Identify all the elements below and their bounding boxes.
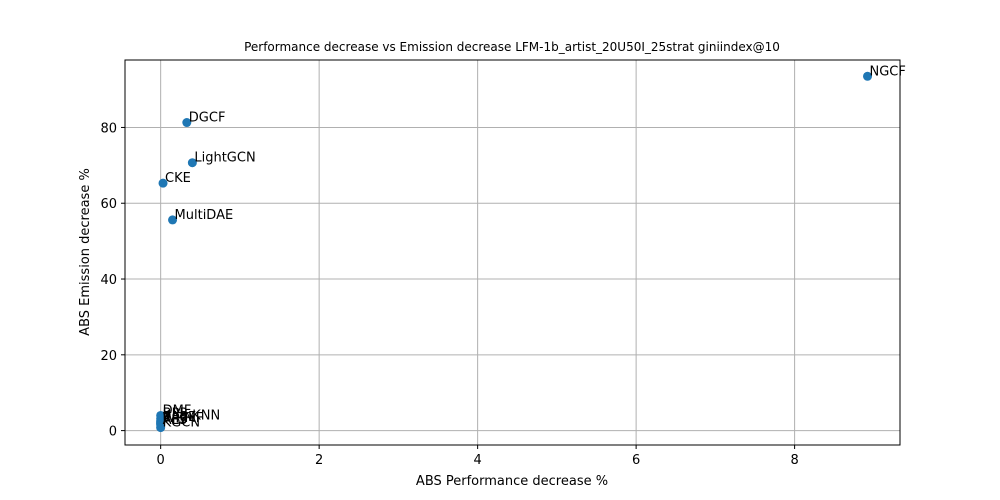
grid-layer	[125, 60, 900, 445]
point-label: BPR	[163, 406, 189, 421]
point-label: NGCF	[870, 64, 906, 79]
y-tick-label: 60	[100, 197, 117, 212]
point-label: LightGCN	[194, 151, 255, 166]
chart-title: Performance decrease vs Emission decreas…	[244, 40, 780, 54]
point-label: MultiDAE	[175, 208, 234, 223]
x-tick-label: 6	[632, 453, 640, 468]
x-tick-label: 0	[157, 453, 165, 468]
x-tick-label: 8	[790, 453, 798, 468]
scatter-point	[156, 423, 166, 433]
point-label: ALS	[163, 413, 187, 428]
y-axis-title: ABS Emission decrease %	[78, 168, 93, 336]
point-label: EASE	[163, 410, 197, 425]
scatter-point	[863, 71, 873, 81]
point-label: DGCF	[189, 111, 226, 126]
point-label: RP3	[163, 412, 188, 427]
x-tick-label: 4	[473, 453, 481, 468]
point-label: WRMF	[163, 411, 204, 426]
y-tick-label: 20	[100, 349, 117, 364]
x-tick-label: 2	[315, 453, 323, 468]
y-tick-label: 0	[109, 425, 117, 440]
scatter-point	[158, 178, 168, 188]
y-tick-label: 40	[100, 273, 117, 288]
point-layer	[156, 71, 873, 433]
point-label: KGCN	[163, 416, 200, 431]
plot-frame	[124, 59, 901, 446]
point-label: ItemKNN	[163, 409, 221, 424]
point-label: DMF	[163, 403, 192, 418]
scatter-point	[182, 118, 192, 128]
scatter-point	[187, 158, 197, 168]
x-axis-title: ABS Performance decrease %	[416, 474, 608, 489]
scatter-point	[168, 215, 178, 225]
point-label: CKE	[165, 171, 191, 186]
y-tick-label: 80	[100, 121, 117, 136]
